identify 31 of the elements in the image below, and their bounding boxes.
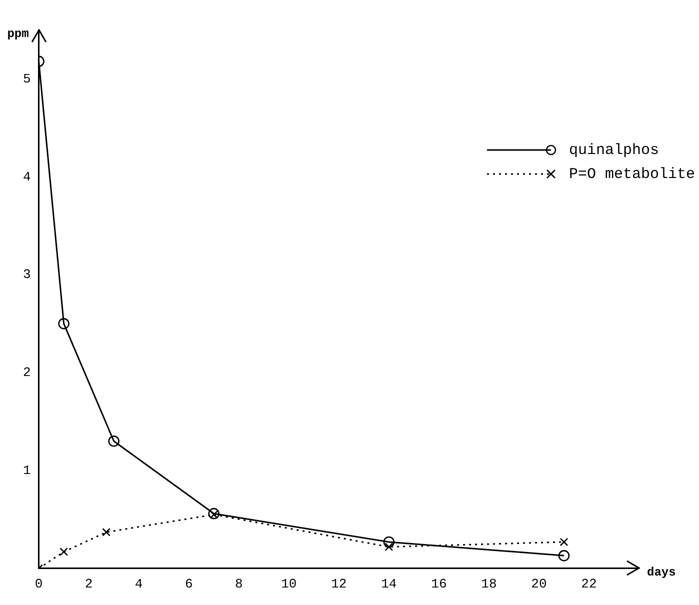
point <box>58 318 70 330</box>
x-tick-label: 6 <box>184 576 193 592</box>
y-tick-label: 3 <box>22 267 31 282</box>
point <box>384 542 394 552</box>
x-tick-label: 10 <box>281 576 297 592</box>
y-tick-label: 1 <box>22 462 31 478</box>
x-tick-label: 18 <box>481 576 497 592</box>
x-axis-title: days <box>647 565 676 580</box>
x-tick-label: 2 <box>84 576 93 592</box>
point <box>208 508 220 520</box>
point <box>60 548 68 556</box>
x-tick-label: 16 <box>431 576 447 592</box>
point <box>383 536 395 548</box>
legend-label: quinalphos <box>568 142 659 158</box>
y-tick-label: 5 <box>22 71 31 86</box>
point <box>560 538 568 546</box>
x-tick-label: 4 <box>134 576 143 592</box>
x-tick-label: 0 <box>34 576 43 592</box>
x-tick-label: 12 <box>331 576 347 592</box>
x-tick-label: 14 <box>381 576 397 592</box>
x-tick-label: 22 <box>581 576 597 592</box>
legend-label: P=O metabolite <box>568 166 695 182</box>
point <box>210 510 218 519</box>
x-tick-label: 20 <box>531 576 547 592</box>
y-tick-label: 2 <box>22 365 31 380</box>
x-tick-label: 8 <box>234 576 243 592</box>
point <box>558 550 570 562</box>
y-axis-title: ppm <box>7 27 29 42</box>
point <box>102 528 111 536</box>
y-tick-label: 4 <box>22 169 31 184</box>
point <box>108 435 120 447</box>
